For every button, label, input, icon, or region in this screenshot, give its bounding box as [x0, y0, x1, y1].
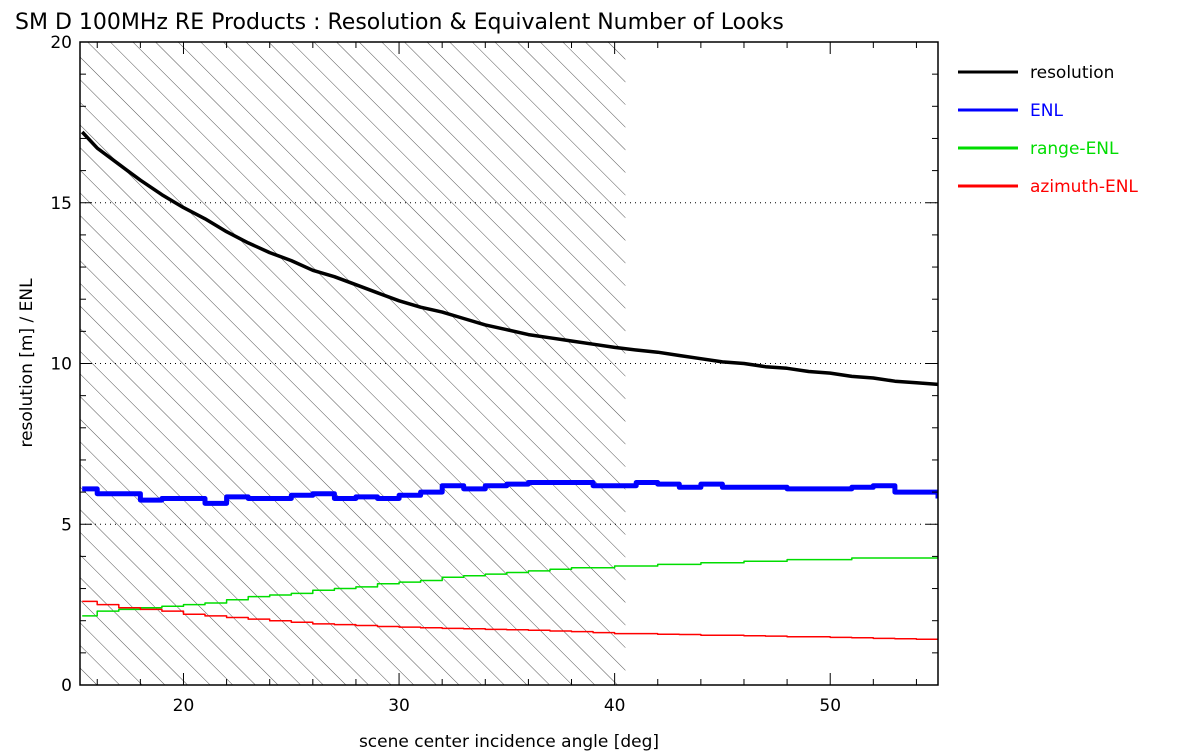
legend-label: resolution [1030, 63, 1114, 83]
legend-label: ENL [1030, 101, 1063, 121]
x-tick-label: 30 [388, 696, 410, 716]
axis-ticks [80, 41, 938, 686]
x-tick-label: 50 [819, 696, 841, 716]
y-axis-label: resolution [m] / ENL [17, 278, 37, 448]
series-range-ENL-line [82, 556, 938, 617]
y-tick-label: 15 [50, 194, 72, 214]
legend: resolution ENL range-ENL azimuth-ENL [958, 63, 1138, 197]
series-ENL-line [82, 480, 938, 506]
chart-title: SM D 100MHz RE Products : Resolution & E… [15, 10, 784, 35]
gridlines [80, 202, 938, 525]
x-axis-label: scene center incidence angle [deg] [359, 732, 659, 752]
y-tick-labels: 0 5 10 15 20 [50, 33, 72, 696]
y-tick-label: 10 [50, 355, 72, 375]
legend-label: azimuth-ENL [1030, 177, 1138, 197]
y-tick-label: 20 [50, 33, 72, 53]
x-tick-label: 20 [173, 696, 195, 716]
y-tick-label: 5 [61, 515, 72, 535]
x-tick-labels: 20 30 40 50 [173, 696, 841, 716]
x-tick-label: 40 [604, 696, 626, 716]
y-tick-label: 0 [61, 676, 72, 696]
legend-label: range-ENL [1030, 139, 1119, 159]
series-resolution-line [80, 130, 938, 387]
series-azimuth-ENL-line [82, 600, 938, 641]
series-lines [80, 130, 938, 641]
